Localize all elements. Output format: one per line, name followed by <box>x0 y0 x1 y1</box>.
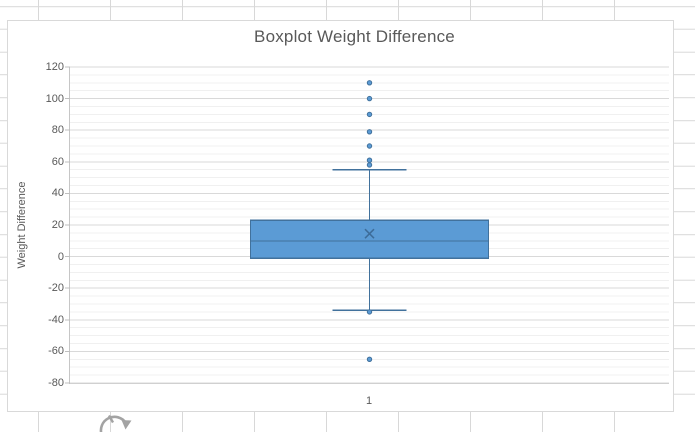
y-axis-tick-label: 20 <box>51 219 64 231</box>
chart-area[interactable]: Boxplot Weight Difference Weight Differe… <box>7 20 674 412</box>
mean-x-stroke-2 <box>364 228 375 239</box>
y-axis-tick-label: 0 <box>57 250 64 263</box>
box-whisker-series[interactable] <box>249 80 490 362</box>
chart-title[interactable]: Boxplot Weight Difference <box>254 27 455 46</box>
mean-marker <box>364 228 375 239</box>
y-axis-tick-label: 60 <box>51 155 64 168</box>
y-axis-tick-label: -60 <box>48 345 64 358</box>
outlier-point <box>366 356 373 362</box>
outlier-point <box>366 111 373 118</box>
y-axis-tick-label: 120 <box>45 61 64 73</box>
outlier-point <box>366 143 373 149</box>
plot-area <box>65 66 669 384</box>
y-axis-tick-label: 100 <box>45 92 64 105</box>
y-axis-tick-label: 40 <box>51 187 64 200</box>
boxplot-canvas <box>65 66 669 384</box>
y-axis-tick-label: 80 <box>51 124 64 137</box>
outlier-point <box>366 95 373 102</box>
rotate-arrow-icon[interactable] <box>96 411 140 432</box>
y-axis-tick-label: -40 <box>48 313 64 326</box>
outlier-point <box>366 129 373 135</box>
rotate-tail <box>107 414 115 424</box>
x-axis-category-label[interactable]: 1 <box>365 395 373 407</box>
outlier-point <box>366 309 373 315</box>
outlier-point <box>366 80 373 86</box>
outlier-point <box>366 162 373 168</box>
rotate-arrowhead <box>121 420 132 430</box>
y-axis-tick-label: -20 <box>48 282 64 295</box>
outlier-point <box>366 157 373 163</box>
rotate-arc <box>99 415 127 432</box>
iqr-box[interactable] <box>249 219 490 259</box>
y-axis-tick-label: -80 <box>48 377 64 389</box>
